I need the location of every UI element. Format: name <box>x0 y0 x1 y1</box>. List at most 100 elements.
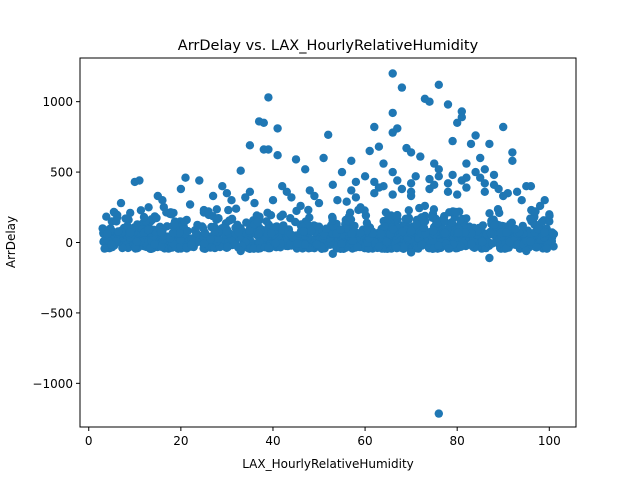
data-point <box>337 167 347 177</box>
x-tick-label: 60 <box>357 434 372 448</box>
data-point <box>337 239 346 248</box>
data-point <box>460 228 470 237</box>
chart-title: ArrDelay vs. LAX_HourlyRelativeHumidity <box>178 38 479 54</box>
data-point <box>156 242 166 251</box>
data-point <box>314 198 324 208</box>
data-point <box>388 190 397 199</box>
data-point <box>319 153 328 163</box>
data-point <box>312 240 322 249</box>
data-point <box>411 172 420 181</box>
data-point <box>518 221 527 231</box>
data-point <box>480 187 489 196</box>
data-point <box>430 159 439 168</box>
data-point <box>382 237 391 247</box>
y-tick-label: −1000 <box>32 377 73 391</box>
data-point <box>264 244 273 253</box>
data-point <box>214 234 223 243</box>
data-point <box>545 217 554 226</box>
data-point <box>476 153 485 163</box>
data-point <box>266 229 276 238</box>
data-point <box>467 229 476 238</box>
data-point <box>112 217 121 226</box>
data-point <box>157 228 166 237</box>
data-point <box>374 142 384 151</box>
data-point <box>443 179 453 188</box>
data-point <box>537 217 547 227</box>
data-point <box>508 156 517 165</box>
data-point <box>336 225 345 234</box>
data-point <box>300 240 310 249</box>
data-point <box>526 214 535 223</box>
data-point <box>304 205 313 215</box>
data-point <box>286 214 295 223</box>
data-point <box>356 228 365 238</box>
data-point <box>428 226 438 236</box>
data-point <box>502 228 511 237</box>
data-point <box>121 214 130 223</box>
data-point <box>347 229 356 238</box>
data-point <box>362 218 372 228</box>
data-point <box>230 240 239 249</box>
data-point <box>488 239 497 248</box>
data-point <box>273 151 282 160</box>
data-point <box>399 243 408 252</box>
data-point <box>130 177 139 187</box>
data-point <box>512 187 522 196</box>
data-point <box>417 240 426 249</box>
data-point <box>379 159 388 168</box>
data-point <box>381 208 391 217</box>
data-point <box>254 229 263 238</box>
data-point <box>406 248 416 257</box>
data-point <box>535 201 545 211</box>
data-point <box>485 253 494 263</box>
data-point <box>434 165 443 174</box>
data-point <box>540 227 549 237</box>
data-point <box>250 198 259 208</box>
data-point <box>486 229 496 238</box>
data-point <box>241 193 250 202</box>
data-point <box>296 201 305 211</box>
data-point <box>351 193 361 202</box>
data-point <box>393 176 402 185</box>
data-point <box>466 139 476 149</box>
data-point <box>502 244 511 253</box>
data-point <box>286 240 295 249</box>
data-point <box>282 187 291 196</box>
data-point <box>305 186 314 195</box>
data-point <box>176 242 185 251</box>
plot-area <box>79 57 577 428</box>
data-point <box>456 242 466 251</box>
y-tick-label: 0 <box>65 236 73 250</box>
data-point <box>480 165 489 174</box>
data-point <box>249 244 258 253</box>
data-point <box>476 173 485 182</box>
data-point <box>425 97 434 106</box>
data-point <box>233 220 242 229</box>
data-point <box>443 100 453 109</box>
data-point <box>264 93 273 102</box>
data-point <box>416 152 425 161</box>
data-point <box>236 246 245 256</box>
data-point <box>428 213 437 222</box>
data-point <box>286 229 295 239</box>
data-point <box>534 224 543 234</box>
data-point <box>291 155 301 164</box>
data-point <box>351 177 361 187</box>
data-point <box>545 210 554 219</box>
data-point <box>388 108 397 118</box>
data-point <box>507 218 516 227</box>
data-point <box>457 176 466 185</box>
data-point <box>333 196 342 205</box>
x-tick-label: 100 <box>538 434 561 448</box>
data-point <box>531 207 540 216</box>
data-point <box>453 118 462 128</box>
data-point <box>307 226 316 236</box>
data-point <box>454 228 463 237</box>
data-point <box>401 214 410 223</box>
data-point <box>542 244 552 253</box>
data-point <box>342 197 351 206</box>
data-point <box>353 242 362 251</box>
data-point <box>231 204 241 213</box>
data-point <box>434 409 443 418</box>
